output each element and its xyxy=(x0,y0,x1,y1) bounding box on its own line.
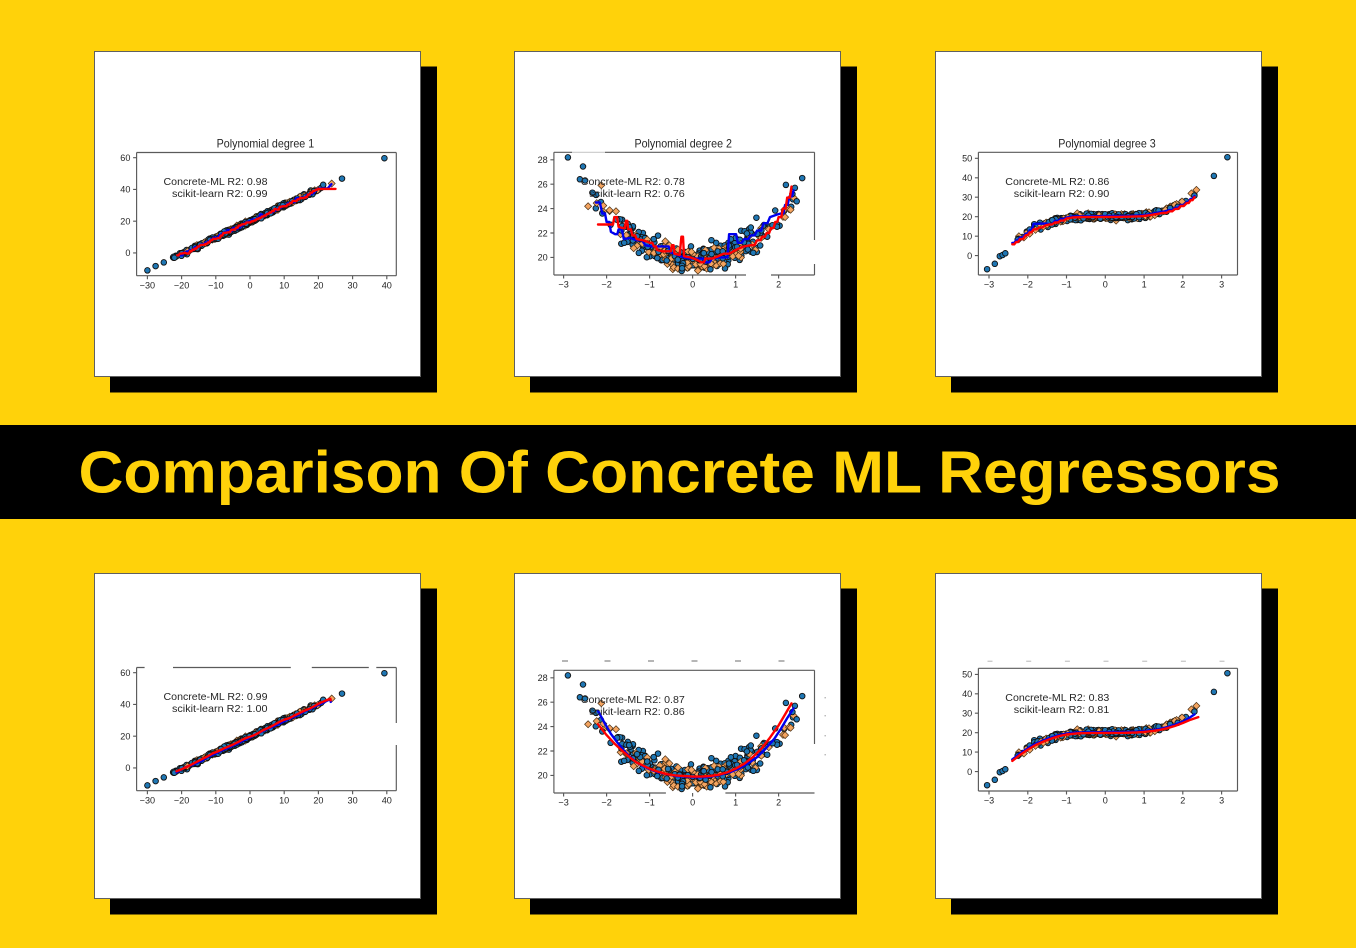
svg-text:26: 26 xyxy=(538,180,548,190)
svg-text:10: 10 xyxy=(962,747,972,757)
svg-text:scikit-learn R2: 0.81: scikit-learn R2: 0.81 xyxy=(1014,705,1110,716)
svg-text:0: 0 xyxy=(125,763,130,773)
svg-text:20: 20 xyxy=(120,732,130,742)
svg-text:−1: −1 xyxy=(1061,280,1071,290)
svg-text:−20: −20 xyxy=(174,280,189,290)
svg-text:Polynomial degree 1: Polynomial degree 1 xyxy=(217,138,315,151)
svg-text:1: 1 xyxy=(1142,796,1147,806)
svg-text:40: 40 xyxy=(382,795,392,805)
svg-text:20: 20 xyxy=(962,212,972,222)
svg-text:−3: −3 xyxy=(558,798,568,808)
svg-text:−3: −3 xyxy=(984,280,994,290)
svg-text:scikit-learn R2: 0.90: scikit-learn R2: 0.90 xyxy=(1014,189,1110,200)
svg-text:1: 1 xyxy=(733,798,738,808)
svg-text:22: 22 xyxy=(538,746,548,756)
svg-text:Concrete-ML R2: 0.99: Concrete-ML R2: 0.99 xyxy=(164,692,268,703)
svg-text:40: 40 xyxy=(120,185,130,195)
svg-text:−10: −10 xyxy=(208,795,223,805)
svg-text:26: 26 xyxy=(538,698,548,708)
svg-text:20: 20 xyxy=(538,253,548,263)
svg-text:20: 20 xyxy=(120,217,130,227)
svg-text:40: 40 xyxy=(962,689,972,699)
svg-text:−2: −2 xyxy=(601,280,611,290)
svg-text:30: 30 xyxy=(348,280,358,290)
svg-text:−1: −1 xyxy=(644,280,654,290)
svg-text:0: 0 xyxy=(125,248,130,258)
svg-text:Polynomial degree 2: Polynomial degree 2 xyxy=(634,138,732,151)
svg-text:Polynomial degree 3: Polynomial degree 3 xyxy=(1058,138,1156,151)
svg-text:20: 20 xyxy=(313,795,323,805)
svg-text:−10: −10 xyxy=(208,280,223,290)
svg-text:20: 20 xyxy=(538,771,548,781)
svg-text:scikit-learn R2: 0.76: scikit-learn R2: 0.76 xyxy=(589,189,685,200)
svg-text:0: 0 xyxy=(967,251,972,261)
svg-text:2: 2 xyxy=(1180,280,1185,290)
svg-text:0: 0 xyxy=(1103,280,1108,290)
svg-text:scikit-learn R2: 0.86: scikit-learn R2: 0.86 xyxy=(589,707,685,718)
svg-text:Concrete-ML R2: 0.98: Concrete-ML R2: 0.98 xyxy=(164,177,268,188)
svg-text:40: 40 xyxy=(382,280,392,290)
svg-text:0: 0 xyxy=(690,798,695,808)
svg-text:0: 0 xyxy=(1103,796,1108,806)
svg-text:10: 10 xyxy=(279,280,289,290)
svg-text:10: 10 xyxy=(279,795,289,805)
svg-text:20: 20 xyxy=(962,728,972,738)
svg-text:60: 60 xyxy=(120,153,130,163)
svg-text:−2: −2 xyxy=(1023,796,1033,806)
svg-text:28: 28 xyxy=(538,155,548,165)
svg-text:24: 24 xyxy=(538,722,548,732)
svg-text:−3: −3 xyxy=(558,280,568,290)
svg-text:−30: −30 xyxy=(140,280,155,290)
svg-text:50: 50 xyxy=(962,154,972,164)
svg-text:0: 0 xyxy=(247,280,252,290)
svg-text:40: 40 xyxy=(120,700,130,710)
svg-text:60: 60 xyxy=(120,668,130,678)
svg-text:−2: −2 xyxy=(601,798,611,808)
svg-text:−20: −20 xyxy=(174,795,189,805)
svg-text:Comparison Of Concrete ML Regr: Comparison Of Concrete ML Regressors xyxy=(79,440,1281,506)
svg-text:28: 28 xyxy=(538,673,548,683)
svg-text:30: 30 xyxy=(962,193,972,203)
svg-text:−2: −2 xyxy=(1023,280,1033,290)
svg-text:−1: −1 xyxy=(1061,796,1071,806)
svg-text:40: 40 xyxy=(962,173,972,183)
svg-text:−30: −30 xyxy=(140,795,155,805)
svg-text:Concrete-ML R2: 0.78: Concrete-ML R2: 0.78 xyxy=(581,177,685,188)
svg-text:30: 30 xyxy=(962,709,972,719)
svg-text:24: 24 xyxy=(538,204,548,214)
svg-text:3: 3 xyxy=(1219,280,1224,290)
svg-text:−3: −3 xyxy=(984,796,994,806)
svg-text:3: 3 xyxy=(1219,796,1224,806)
svg-text:2: 2 xyxy=(1180,796,1185,806)
svg-text:1: 1 xyxy=(1142,280,1147,290)
svg-text:−1: −1 xyxy=(644,798,654,808)
svg-text:1: 1 xyxy=(733,280,738,290)
svg-text:30: 30 xyxy=(348,795,358,805)
svg-text:2: 2 xyxy=(776,798,781,808)
svg-text:10: 10 xyxy=(962,232,972,242)
svg-text:0: 0 xyxy=(967,767,972,777)
svg-text:50: 50 xyxy=(962,670,972,680)
svg-text:22: 22 xyxy=(538,228,548,238)
svg-text:scikit-learn R2: 1.00: scikit-learn R2: 1.00 xyxy=(172,704,268,715)
svg-text:0: 0 xyxy=(247,795,252,805)
svg-text:Concrete-ML R2: 0.83: Concrete-ML R2: 0.83 xyxy=(1005,693,1109,704)
svg-text:scikit-learn R2: 0.99: scikit-learn R2: 0.99 xyxy=(172,189,268,200)
svg-text:2: 2 xyxy=(776,280,781,290)
svg-text:Concrete-ML R2: 0.87: Concrete-ML R2: 0.87 xyxy=(581,695,685,706)
svg-text:Concrete-ML R2: 0.86: Concrete-ML R2: 0.86 xyxy=(1005,177,1109,188)
svg-text:20: 20 xyxy=(313,280,323,290)
svg-text:0: 0 xyxy=(690,280,695,290)
